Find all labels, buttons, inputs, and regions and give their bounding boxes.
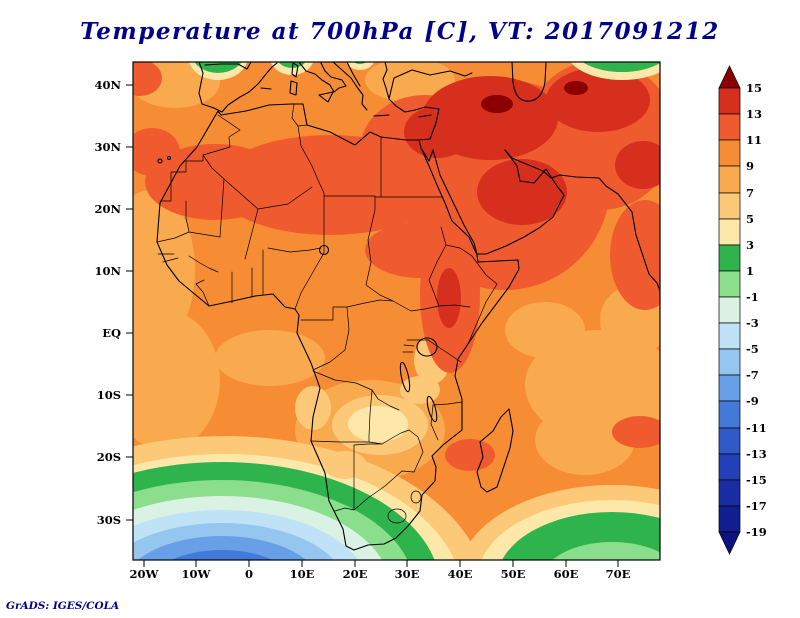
europe-coastlines [198, 62, 432, 118]
colorbar-labels: 15 13 11 9 7 5 3 1 -1 -3 -5 -7 -9 -11 -1… [746, 81, 767, 539]
colorbar-label: -7 [746, 368, 759, 382]
latitude-axis-labels: 40N 30N 20N 10N EQ 10S 20S 30S [94, 78, 121, 527]
lat-label: 30S [97, 513, 121, 527]
indian-ocean-cool-patch [502, 512, 660, 560]
colorbar: 15 13 11 9 7 5 3 1 -1 -3 -5 -7 -9 -11 -1… [718, 65, 767, 555]
lat-label: EQ [102, 326, 121, 340]
lon-label: 30E [395, 567, 420, 581]
colorbar-label: -19 [746, 525, 767, 539]
north-edge-cool-patches [188, 62, 660, 80]
canary-island [166, 155, 172, 161]
arabia-coastline [420, 147, 565, 255]
temperature-field [133, 62, 660, 560]
lon-label: 0 [245, 567, 253, 581]
colorbar-label: -1 [746, 290, 759, 304]
colorbar-label: 7 [746, 186, 754, 200]
lon-label: 20E [343, 567, 368, 581]
eurasia-coastlines [385, 62, 660, 292]
colorbar-top-arrow [718, 65, 741, 89]
colorbar-label: 5 [746, 212, 754, 226]
lat-label: 40N [94, 78, 121, 92]
map-area [133, 62, 660, 560]
lon-label: 10W [182, 567, 212, 581]
lat-label: 30N [94, 140, 121, 154]
lon-label: 70E [606, 567, 631, 581]
africa-coastline [156, 103, 520, 551]
plot-frame [132, 61, 661, 561]
longitude-ticks [143, 560, 619, 567]
lat-label: 10S [97, 388, 121, 402]
lake-tanganyika [399, 361, 411, 393]
colorbar-label: -5 [746, 342, 759, 356]
latitude-ticks [126, 84, 133, 521]
plot-title: Temperature at 700hPa [C], VT: 201709121… [80, 18, 719, 45]
colorbar-label: 3 [746, 238, 754, 252]
lon-label: 10E [290, 567, 315, 581]
colorbar-label: -11 [746, 421, 767, 435]
colorbar-label: -13 [746, 447, 767, 461]
coastlines [156, 62, 660, 551]
lake-malawi [426, 395, 438, 423]
lesotho-border [387, 508, 407, 524]
lat-label: 10N [94, 264, 121, 278]
lon-label: 60E [554, 567, 579, 581]
lon-label: 50E [501, 567, 526, 581]
country-borders [156, 103, 498, 524]
colorbar-label: -9 [746, 394, 759, 408]
longitude-axis-labels: 20W 10W 0 10E 20E 30E 40E 50E 60E 70E [130, 567, 631, 581]
colorbar-label: 15 [746, 81, 762, 95]
africa-borders [156, 103, 498, 512]
lake-victoria [416, 337, 438, 357]
colorbar-label: -15 [746, 473, 767, 487]
swaziland-border [410, 490, 422, 504]
madagascar-coastline [476, 408, 514, 493]
lat-label: 20S [97, 450, 121, 464]
colorbar-label: -3 [746, 316, 759, 330]
south-atlantic-cold-low [133, 462, 435, 560]
colorbar-label: 13 [746, 107, 762, 121]
grads-stamp: GrADS: IGES/COLA [6, 600, 119, 612]
colorbar-label: -17 [746, 499, 767, 513]
colorbar-label: 11 [746, 133, 762, 147]
lat-label: 20N [94, 202, 121, 216]
colorbar-bottom-arrow [718, 531, 741, 555]
canary-island [157, 158, 163, 164]
colorbar-label: 9 [746, 159, 754, 173]
lon-label: 20W [130, 567, 160, 581]
colorbar-label: 1 [746, 264, 754, 278]
lon-label: 40E [448, 567, 473, 581]
